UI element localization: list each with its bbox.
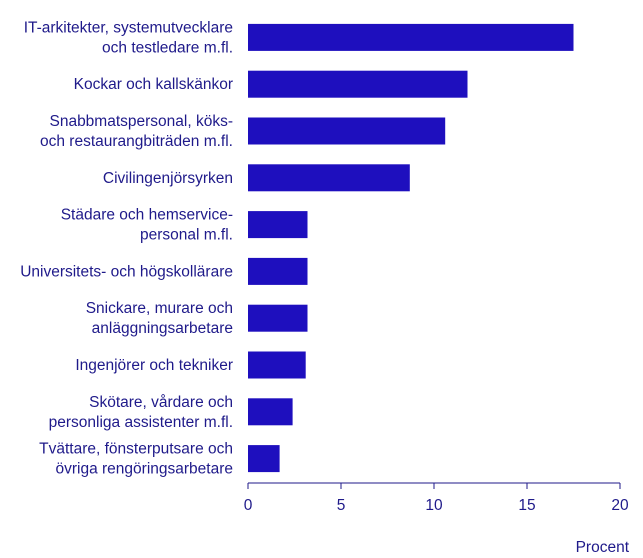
bars-layer — [248, 23, 574, 473]
category-label: Tvättare, fönsterputsare och övriga rengö… — [39, 441, 233, 478]
category-label-line: Universitets- och högskollärare — [20, 263, 233, 280]
bar — [248, 117, 446, 145]
category-label-line: Skötare, vårdare och — [89, 394, 233, 411]
category-label-line: Civilingenjörsyrken — [103, 170, 233, 187]
category-label: Städare och hemservice-personal m.fl. — [61, 207, 233, 244]
bar — [248, 445, 280, 473]
x-tick-label: 10 — [425, 497, 443, 514]
category-label-line: Ingenjörer och tekniker — [75, 357, 233, 374]
x-tick-label: 20 — [611, 497, 629, 514]
bar — [248, 398, 293, 426]
category-label-line: IT-arkitekter, systemutvecklare — [24, 19, 233, 36]
category-label: Snickare, murare och anläggningsarbetare — [86, 300, 233, 337]
category-label: Universitets- och högskollärare — [20, 263, 233, 280]
bar — [248, 304, 308, 332]
category-label-line: personliga assistenter m.fl. — [49, 414, 233, 431]
category-label-line: och restaurangbiträden m.fl. — [40, 133, 233, 150]
bar — [248, 23, 574, 51]
category-labels: IT-arkitekter, systemutvecklare och testl… — [20, 19, 233, 477]
category-label-line: personal m.fl. — [140, 227, 233, 244]
category-label-line: övriga rengöringsarbetare — [56, 461, 234, 478]
category-label: Snabbmatspersonal, köks-och restaurangbi… — [40, 113, 233, 150]
x-tick-label: 0 — [244, 497, 253, 514]
category-label: Kockar och kallskänkor — [74, 76, 233, 93]
category-label-line: och testledare m.fl. — [102, 39, 233, 56]
bar — [248, 351, 306, 379]
bar — [248, 257, 308, 285]
bar — [248, 211, 308, 239]
category-label: Skötare, vårdare och personliga assistent… — [49, 394, 233, 431]
x-tick-label: 5 — [337, 497, 346, 514]
category-label-line: Kockar och kallskänkor — [74, 76, 233, 93]
category-label-line: Snabbmatspersonal, köks- — [49, 113, 233, 130]
bar — [248, 70, 468, 98]
category-label-line: Städare och hemservice- — [61, 207, 233, 224]
category-label: IT-arkitekter, systemutvecklare och testl… — [24, 19, 233, 56]
category-label: Ingenjörer och tekniker — [75, 357, 233, 374]
x-axis-title: Procent — [576, 539, 630, 556]
bar — [248, 164, 410, 192]
category-label: Civilingenjörsyrken — [103, 170, 233, 187]
category-label-line: Snickare, murare och — [86, 300, 233, 317]
category-label-line: anläggningsarbetare — [92, 320, 233, 337]
category-label-line: Tvättare, fönsterputsare och — [39, 441, 233, 458]
x-tick-label: 15 — [518, 497, 535, 514]
x-axis: 0 5 10 15 20 — [244, 482, 629, 514]
